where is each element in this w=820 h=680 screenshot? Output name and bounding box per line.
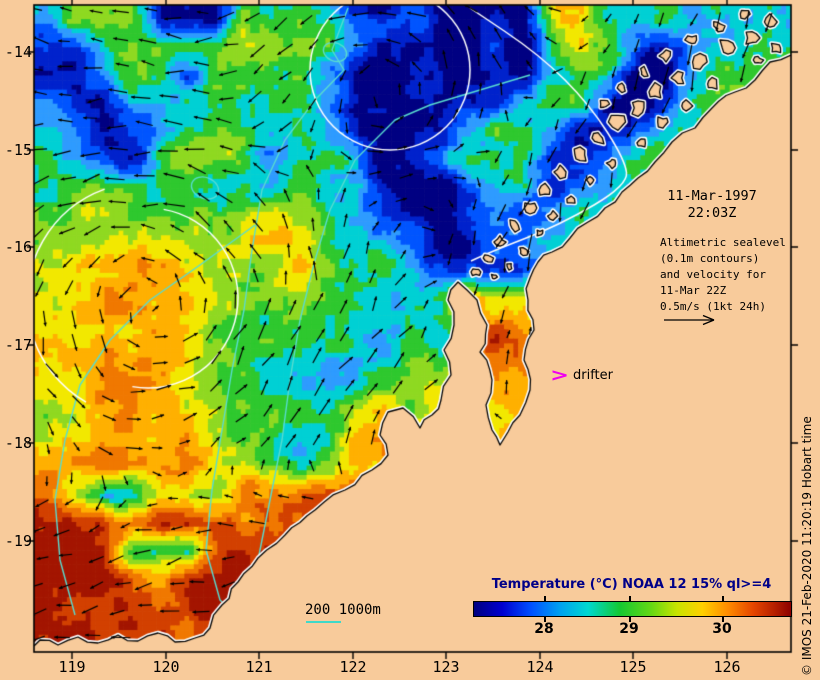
colorbar-tick [544,616,546,622]
lat-tick-label: -17 [4,336,32,354]
lat-tick-label: -14 [4,43,32,61]
lon-tick-label: 123 [432,658,460,676]
drifter-label: drifter [573,368,613,383]
lon-tick-label: 120 [152,658,180,676]
copyright-text: © IMOS 21-Feb-2020 11:20:19 Hobart time [800,416,814,676]
altimetric-note-line: Altimetric sealevel [660,236,786,249]
lon-tick-label: 119 [58,658,86,676]
lat-tick-label: -16 [4,238,32,256]
colorbar-tick [722,616,724,622]
time-text: 22:03Z [687,205,737,221]
colorbar-tick-label: 29 [619,621,639,637]
altimetric-note: Altimetric sealevel (0.1m contours) and ve… [660,235,800,315]
depth-contour-line-sample [306,621,341,623]
lat-tick-label: -15 [4,141,32,159]
date-text: 11-Mar-1997 [667,188,757,204]
lon-tick-label: 126 [713,658,741,676]
colorbar-tick-label: 28 [534,621,554,637]
lon-tick-label: 122 [339,658,367,676]
altimetric-note-line: 0.5m/s (1kt 24h) [660,300,766,313]
drifter-marker-icon: > [550,365,569,386]
colorbar-tick-label: 30 [712,621,732,637]
colorbar-tick [544,596,546,602]
lon-tick-label: 121 [245,658,273,676]
datetime-annotation: 11-Mar-1997 22:03Z [652,188,772,222]
colorbar-tick [722,596,724,602]
colorbar-tick [629,616,631,622]
velocity-scale-arrow-icon [664,314,715,326]
altimetric-note-line: and velocity for [660,268,766,281]
lon-tick-label: 125 [619,658,647,676]
colorbar-title: Temperature (°C) NOAA 12 15% ql>=4 [491,577,772,592]
temperature-colorbar: 28 29 30 [473,596,792,637]
lat-tick-label: -19 [4,532,32,550]
colorbar-tick [629,596,631,602]
altimetric-note-line: (0.1m contours) [660,252,760,265]
altimetric-note-line: 11-Mar 22Z [660,284,727,297]
depth-contour-legend: 200 1000m [305,602,381,618]
lon-tick-label: 124 [526,658,554,676]
lat-tick-label: -18 [4,434,32,452]
